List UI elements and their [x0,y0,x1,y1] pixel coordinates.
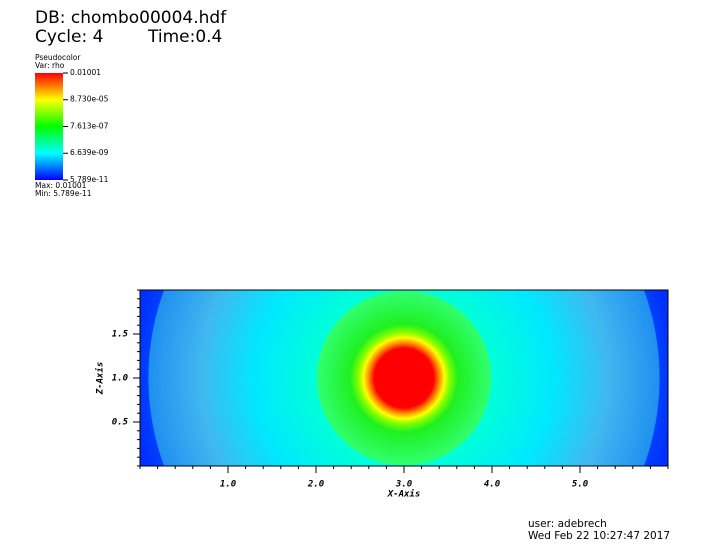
cycle: Cycle: 4 [35,27,103,47]
x-axis-title: X-Axis [387,489,421,500]
db-name: DB: chombo00004.hdf [35,8,227,28]
legend-tick-label: 8.730e-05 [70,95,109,104]
x-tick-label: 3.0 [395,480,413,490]
date: Wed Feb 22 10:27:47 2017 [528,530,670,542]
x-tick-label: 4.0 [484,480,501,490]
y-axis-title: Z-Axis [95,362,106,396]
legend-tick-label: 6.639e-09 [70,148,109,157]
legend-title: Pseudocolor [35,53,81,62]
x-tick-label: 2.0 [307,480,325,490]
color-bar [35,73,63,180]
time: Time:0.4 [147,27,222,47]
legend-max: Max: 0.01001 [35,181,87,190]
x-tick-label: 1.0 [220,480,237,490]
user: user: adebrech [528,518,607,530]
pseudocolor-field [140,290,668,466]
legend-tick-label: 0.01001 [70,68,101,77]
x-tick-label: 5.0 [572,480,589,490]
legend-tick-label: 5.789e-11 [70,175,109,184]
legend-min: Min: 5.789e-11 [35,189,92,198]
y-tick-label: 1.5 [112,330,129,340]
y-tick-label: 0.5 [112,418,129,428]
y-tick-label: 1.0 [112,374,129,384]
legend-tick-label: 7.613e-07 [70,121,109,130]
legend-variable: Var: rho [35,61,65,70]
